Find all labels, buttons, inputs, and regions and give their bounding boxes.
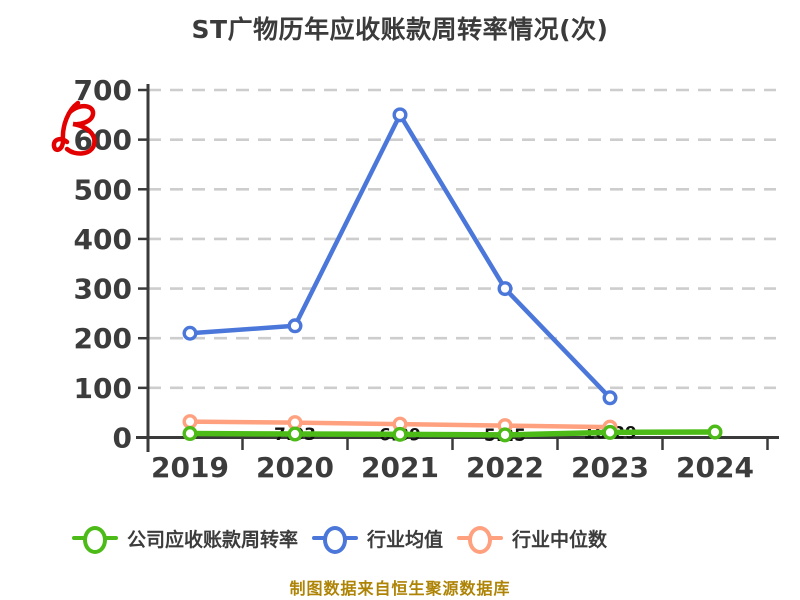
data-point-icon — [287, 318, 303, 334]
x-tick-label: 2021 — [361, 451, 439, 484]
data-source-caption: 制图数据来自恒生聚源数据库 — [289, 579, 511, 598]
y-tick-label: 200 — [74, 322, 132, 355]
x-tick-label: 2019 — [151, 451, 229, 484]
data-point-icon — [707, 424, 723, 440]
legend-item-2[interactable]: 行业中位数 — [457, 525, 608, 554]
legend-label: 行业中位数 — [512, 528, 608, 551]
x-tick-label: 2024 — [676, 451, 754, 484]
legend-circle-icon — [323, 526, 348, 554]
y-tick-label: 500 — [74, 173, 132, 206]
legend-label: 行业均值 — [367, 528, 444, 551]
y-tick-label: 700 — [74, 74, 132, 107]
data-point-icon — [602, 390, 618, 406]
data-point-icon — [182, 414, 198, 430]
series-line-1 — [187, 112, 613, 401]
legend-circle-icon — [468, 526, 493, 554]
y-tick-label: 100 — [74, 372, 132, 405]
chart-legend: 公司应收账款周转率 行业均值 行业中位数 — [72, 520, 792, 556]
data-point-icon — [602, 424, 618, 440]
legend-item-0[interactable]: 公司应收账款周转率 — [72, 525, 299, 554]
red-scribble-watermark — [64, 104, 97, 156]
legend-marker-icon — [457, 525, 504, 554]
data-point-icon — [392, 426, 408, 442]
data-point-icon — [392, 107, 408, 123]
legend-item-1[interactable]: 行业均值 — [312, 525, 444, 554]
y-tick-label: 0 — [113, 422, 132, 455]
x-tick-label: 2020 — [256, 451, 334, 484]
x-tick-label: 2023 — [571, 451, 649, 484]
legend-label: 公司应收账款周转率 — [127, 528, 299, 551]
series-line-0 — [187, 429, 718, 438]
data-point-icon — [182, 426, 198, 442]
x-tick-label: 2022 — [466, 451, 544, 484]
data-point-icon — [497, 281, 513, 297]
legend-marker-icon — [312, 525, 359, 554]
y-tick-label: 400 — [74, 223, 132, 256]
data-point-icon — [287, 426, 303, 442]
y-tick-label: 300 — [74, 273, 132, 306]
legend-circle-icon — [83, 526, 107, 554]
red-scribble-watermark — [51, 100, 81, 152]
chart-title: ST广物历年应收账款周转率情况(次) — [191, 15, 609, 44]
data-point-icon — [497, 427, 513, 443]
data-point-icon — [182, 325, 198, 341]
legend-marker-icon — [72, 525, 118, 554]
